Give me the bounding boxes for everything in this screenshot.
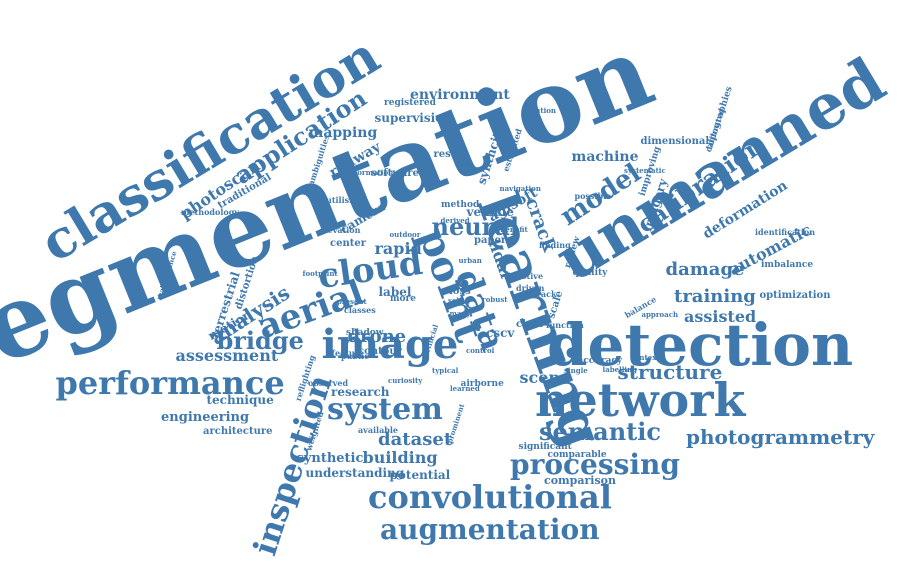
word-cscv: cscv [486,326,515,340]
word-control: control [466,345,495,355]
word-single: single [564,365,588,375]
word-robust: robust [482,294,508,304]
word-architecture: architecture [203,426,273,437]
word-available: available [358,425,398,435]
word-research: research [331,385,390,399]
word-derived: derived [440,215,470,225]
word-system: system [327,392,443,427]
word-present: present [337,296,367,306]
word-learned: learned [450,383,480,393]
word-neural: neural [431,212,519,241]
word-systematic: systematic [624,165,666,175]
word-typical: typical [432,365,459,375]
word-track: track [533,289,557,299]
word-navigation: navigation [499,183,541,193]
word-methodology: methodology [181,207,239,217]
word-semantic: semantic [539,417,661,446]
word-center: center [330,238,366,249]
word-active: active [516,271,544,281]
word-labelling: labelling [602,364,638,374]
word-damage: damage [665,259,745,280]
word-comparable: comparable [547,449,607,460]
word-performance: performance [55,364,285,402]
word-software: software [371,168,419,179]
word-information: information [346,167,394,177]
word-drone: drone [347,326,407,347]
word-accuracy: accuracy [577,355,623,366]
word-assisted: assisted [684,307,757,326]
word-vehicle: vehicle [466,205,514,219]
word-contour: contour [358,346,402,357]
word-understanding: understanding [305,466,405,480]
word-approach: approach [641,309,679,319]
word-result: result [433,149,467,160]
word-scene: scene [519,368,571,387]
word-identification: identification [755,227,816,237]
word-photogrammetry: photogrammetry [686,425,875,449]
word-rapid: rapid [374,239,422,258]
word-registered: registered [384,97,436,108]
word-curiosity: curiosity [388,375,423,385]
word-significant: significant [518,441,572,452]
word-airborne: airborne [460,378,504,389]
word-benefit: benefit [500,224,528,234]
word-elevation: elevation [319,225,361,235]
word-solution: solution [524,105,557,115]
word-image: image [321,321,459,368]
word-dataset: dataset [378,429,453,450]
word-imbalance: imbalance [761,259,814,270]
word-classes: classes [344,305,376,315]
word-convolutional: convolutional [368,478,612,516]
word-training: training [674,286,756,307]
word-network: network [535,373,746,427]
word-detection: detection [547,311,854,379]
word-supervision: supervision [374,111,452,125]
word-observed: observed [308,378,349,388]
word-label: label [378,285,412,299]
word-function: function [546,320,584,330]
word-context: context [630,352,660,362]
word-paper: paper [474,235,507,246]
word-public: public [341,351,369,361]
word-finding: finding [539,240,571,250]
word-method: method [441,199,480,210]
word-assessment: assessment [175,346,279,365]
word-machine: machine [571,149,639,165]
word-many: many [449,308,471,318]
word-loss: loss [449,286,471,297]
word-potential: potential [389,468,451,482]
word-quality: quality [572,267,608,278]
word-augmentation: augmentation [380,513,600,546]
word-feature: feature [331,348,365,358]
word-possible: possible [574,191,612,201]
word-optimization: optimization [759,290,831,301]
word-urban: urban [458,255,482,265]
word-mapping: mapping [308,125,378,141]
word-shadow: shadow [346,327,384,338]
word-processing: processing [510,448,680,481]
word-synthetic: synthetic [296,450,364,466]
word-outdoor: outdoor [389,229,421,239]
word-more: more [390,293,416,304]
word-class: class [516,319,544,330]
word-dimensional: dimensional [640,136,710,147]
word-engineering: engineering [161,409,250,425]
word-footprint: footprint [302,268,338,278]
word-structure: structure [617,360,723,384]
word-prominent: prominent [444,402,466,444]
word-technique: technique [206,393,274,407]
word-comparison: comparison [544,473,616,487]
word-environment: environment [410,87,510,103]
word-building: building [362,448,438,467]
word-self: self [448,295,463,305]
word-utilising: utilising [326,195,364,205]
word-bridge: bridge [216,326,304,355]
word-driven: driven [516,283,545,293]
